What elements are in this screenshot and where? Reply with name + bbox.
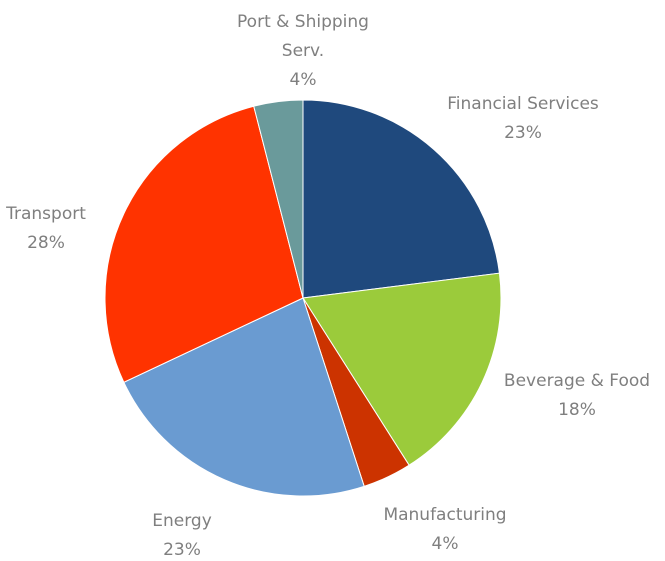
pie-slice <box>253 99 304 299</box>
value-label: 23% <box>504 123 542 143</box>
category-name: Port & Shipping Serv. <box>237 12 369 61</box>
category-name: Financial Services <box>447 94 599 114</box>
category-name: Energy <box>152 511 212 531</box>
slice-label: Financial Services 23% <box>403 90 643 148</box>
pie-slice <box>104 105 304 383</box>
category-name: Transport <box>6 204 86 224</box>
value-label: 23% <box>163 540 201 560</box>
category-name: Manufacturing <box>383 505 507 525</box>
category-name: Beverage & Food <box>503 371 651 391</box>
slice-label: Port & Shipping Serv. 4% <box>218 8 388 95</box>
pie-slice <box>302 272 502 466</box>
slice-label: Transport 28% <box>0 200 106 258</box>
pie-slice <box>123 297 365 497</box>
value-label: 18% <box>558 400 596 420</box>
slice-label: Manufacturing 4% <box>345 501 545 559</box>
slice-label: Beverage & Food 18% <box>477 367 665 425</box>
value-label: 4% <box>431 534 459 554</box>
value-label: 4% <box>289 70 317 90</box>
pie-slice <box>302 99 500 299</box>
slice-label: Energy 23% <box>82 507 282 561</box>
value-label: 28% <box>27 233 65 253</box>
